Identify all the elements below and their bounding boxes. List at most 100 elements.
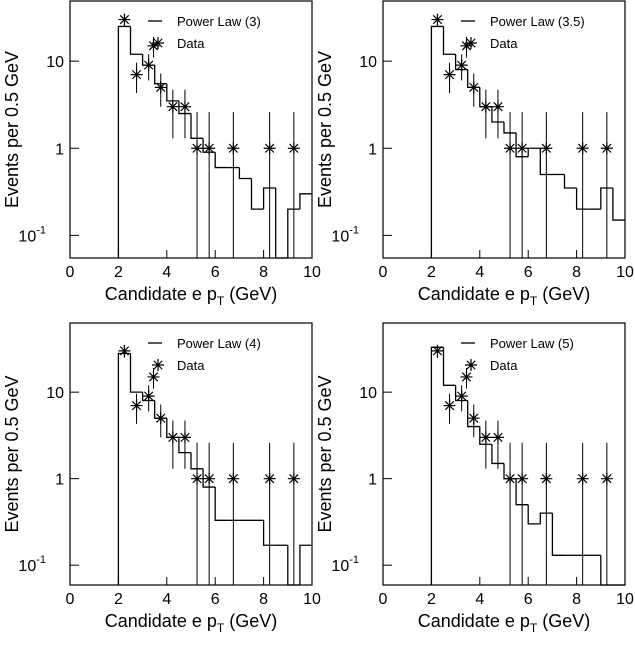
data-point xyxy=(118,13,131,26)
data-point xyxy=(178,431,191,444)
y-tick-exponent: -1 xyxy=(349,224,359,236)
histogram-bin xyxy=(527,147,541,157)
data-point xyxy=(178,100,191,113)
x-tick-label: 4 xyxy=(475,264,484,281)
x-tick-label: 2 xyxy=(114,264,123,281)
data-point xyxy=(540,472,553,485)
y-tick-base: 10 xyxy=(18,228,36,245)
data-point xyxy=(600,142,613,155)
data-point xyxy=(147,370,160,383)
y-axis-label: Events per 0.5 GeV xyxy=(315,375,335,532)
x-axis-label-part: T xyxy=(217,621,225,635)
y-tick-label: 1 xyxy=(368,472,377,489)
x-tick-label: 6 xyxy=(524,591,533,608)
x-axis-label-part: T xyxy=(530,294,538,308)
legend-marker xyxy=(152,37,164,49)
x-axis-label-part: Candidate e p xyxy=(418,284,530,304)
x-tick-label: 0 xyxy=(379,264,388,281)
x-axis-label-part: Candidate e p xyxy=(105,284,217,304)
x-tick-label: 2 xyxy=(427,591,436,608)
data-point xyxy=(516,142,529,155)
data-point xyxy=(460,39,473,52)
histogram-bin xyxy=(430,346,444,585)
x-tick-label: 10 xyxy=(616,264,634,281)
histogram-bin xyxy=(479,426,492,445)
x-tick-label: 10 xyxy=(616,591,634,608)
histogram-bin xyxy=(600,555,613,586)
histogram-bin xyxy=(539,512,553,524)
histogram-bin xyxy=(262,187,276,210)
legend-label: Power Law (5) xyxy=(490,336,574,351)
x-tick-label: 8 xyxy=(259,591,268,608)
legend-label: Data xyxy=(490,358,518,373)
data-point xyxy=(191,142,204,155)
histogram-bin xyxy=(262,520,276,546)
histogram-bin xyxy=(527,504,541,525)
histogram-bin xyxy=(442,26,456,55)
histogram-bin xyxy=(287,545,300,586)
histogram-bin xyxy=(117,25,131,258)
data-point xyxy=(467,81,480,94)
histogram-bin xyxy=(154,65,167,85)
data-point xyxy=(455,59,468,72)
y-tick-exponent: -1 xyxy=(36,224,46,236)
x-axis-label-part: Candidate e p xyxy=(418,611,530,631)
histogram-bin xyxy=(275,187,288,259)
data-point xyxy=(147,39,160,52)
x-tick-label: 8 xyxy=(572,264,581,281)
x-tick-label: 6 xyxy=(211,264,220,281)
histogram-bin xyxy=(299,193,312,210)
data-point xyxy=(154,412,167,425)
data-point xyxy=(455,390,468,403)
histogram-bin xyxy=(515,478,529,506)
histogram-bin xyxy=(491,444,504,465)
data-point xyxy=(491,100,504,113)
x-axis-label-part: (GeV) xyxy=(537,611,590,631)
histogram-bin xyxy=(202,468,216,488)
x-tick-label: 4 xyxy=(162,264,171,281)
data-point xyxy=(460,370,473,383)
data-point xyxy=(263,472,276,485)
x-tick-label: 8 xyxy=(259,264,268,281)
histogram-bin xyxy=(467,400,480,428)
data-point xyxy=(118,344,131,357)
data-point xyxy=(576,142,589,155)
histogram-bin xyxy=(190,452,204,470)
histogram-bin xyxy=(202,138,216,153)
data-point xyxy=(504,472,517,485)
legend-marker xyxy=(465,359,477,371)
y-tick-base: 10 xyxy=(331,228,349,245)
histogram-bin xyxy=(454,54,468,71)
data-point xyxy=(154,81,167,94)
y-axis-label: Events per 0.5 GeV xyxy=(2,51,22,208)
y-tick-label: 10-1 xyxy=(331,224,359,245)
histogram-bin xyxy=(287,208,300,258)
y-tick-label: 1 xyxy=(55,472,64,489)
histogram-bin xyxy=(612,187,625,221)
data-point xyxy=(191,472,204,485)
histogram-bin xyxy=(190,113,204,139)
histogram-bin xyxy=(539,148,553,176)
x-axis-label-part: T xyxy=(530,621,538,635)
data-point xyxy=(576,472,589,485)
data-point xyxy=(540,142,553,155)
x-tick-label: 10 xyxy=(303,591,321,608)
data-point xyxy=(443,68,456,81)
data-point xyxy=(130,68,143,81)
histogram-bin xyxy=(575,187,589,210)
histogram-bin xyxy=(503,122,517,134)
x-axis-label: Candidate e pT (GeV) xyxy=(105,284,277,308)
data-point xyxy=(287,472,300,485)
x-axis-label-part: T xyxy=(217,294,225,308)
y-tick-label: 10 xyxy=(46,54,64,71)
data-point xyxy=(142,390,155,403)
y-axis-label: Events per 0.5 GeV xyxy=(2,375,22,532)
histogram-bin xyxy=(238,167,252,180)
plot-frame xyxy=(69,0,313,259)
histogram-bin xyxy=(515,132,529,158)
data-point xyxy=(443,399,456,412)
y-tick-label: 10 xyxy=(46,385,64,402)
